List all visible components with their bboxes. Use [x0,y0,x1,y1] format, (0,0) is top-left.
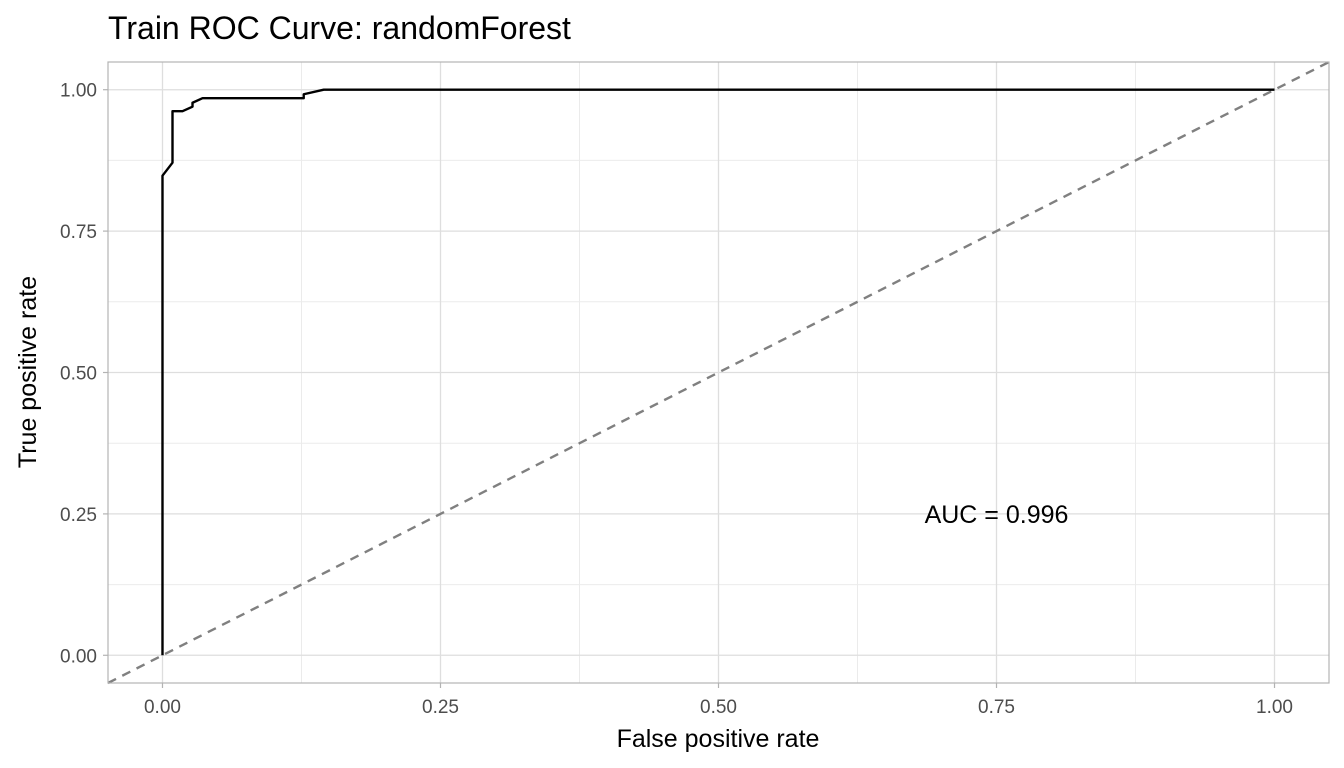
y-axis-title: True positive rate [14,276,42,468]
x-axis-title: False positive rate [617,725,820,753]
y-tick-label: 0.00 [60,646,97,667]
roc-curve-line [161,88,1275,656]
y-axis-ticks: 0.00 0.25 0.50 0.75 1.00 [60,81,108,667]
x-tick-label: 0.50 [700,697,737,718]
chart-title: Train ROC Curve: randomForest [108,10,571,46]
diagonal-reference-line [107,60,1330,685]
y-tick-label: 0.50 [60,364,97,385]
y-tick-label: 0.75 [60,222,97,243]
x-tick-label: 0.25 [422,697,459,718]
x-tick-label: 0.75 [978,697,1015,718]
y-tick-label: 1.00 [60,81,97,102]
x-tick-label: 0.00 [144,697,181,718]
y-tick-label: 0.25 [60,505,97,526]
x-tick-label: 1.00 [1256,697,1293,718]
auc-annotation: AUC = 0.996 [925,501,1069,529]
x-axis-ticks: 0.00 0.25 0.50 0.75 1.00 [144,683,1293,718]
series-layer [107,60,1330,685]
